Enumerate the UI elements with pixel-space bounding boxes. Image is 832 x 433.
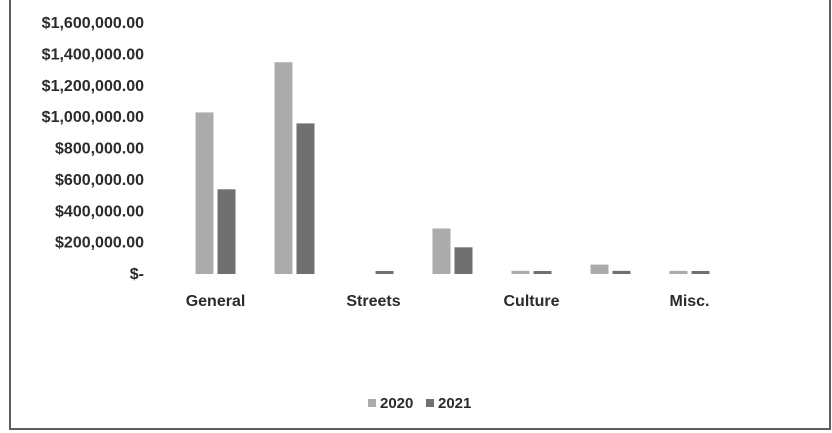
bar-2021-3 [454,247,473,274]
y-axis: $- $200,000.00 $400,000.00 $600,000.00 $800,… [42,15,144,283]
y-tick-label: $1,600,000.00 [42,15,144,32]
bar-2021-5 [612,270,631,274]
bar-2021-0 [217,189,236,274]
x-axis: General Streets Culture Misc. [186,293,710,310]
x-tick-label: Streets [346,293,400,310]
bar-2020-6 [669,270,688,274]
bar-2020-0 [195,112,214,274]
y-tick-label: $200,000.00 [55,235,144,252]
legend-swatch-2020 [368,399,376,407]
bars [195,62,710,275]
y-tick-label: $800,000.00 [55,141,144,158]
bar-2020-4 [511,270,530,274]
chart-frame: $- $200,000.00 $400,000.00 $600,000.00 $800,… [9,0,831,430]
y-tick-label: $- [130,266,144,283]
x-tick-label: General [186,293,246,310]
x-tick-label: Misc. [669,293,709,310]
y-tick-label: $1,400,000.00 [42,46,144,63]
x-tick-label: Culture [504,293,560,310]
bar-chart: $- $200,000.00 $400,000.00 $600,000.00 $800,… [42,15,710,412]
bar-2021-2 [375,271,394,274]
legend: 2020 2021 [368,395,471,412]
y-tick-label: $1,000,000.00 [42,109,144,126]
bar-2021-6 [691,271,710,274]
bar-2020-1 [274,62,293,274]
bar-2021-4 [533,271,552,274]
bar-2020-5 [590,264,609,274]
legend-label-2021: 2021 [438,395,471,412]
y-tick-label: $600,000.00 [55,172,144,189]
legend-label-2020: 2020 [380,395,413,412]
bar-2020-3 [432,228,451,274]
legend-swatch-2021 [426,399,434,407]
bar-2021-1 [296,123,315,275]
y-tick-label: $1,200,000.00 [42,78,144,95]
y-tick-label: $400,000.00 [55,203,144,220]
